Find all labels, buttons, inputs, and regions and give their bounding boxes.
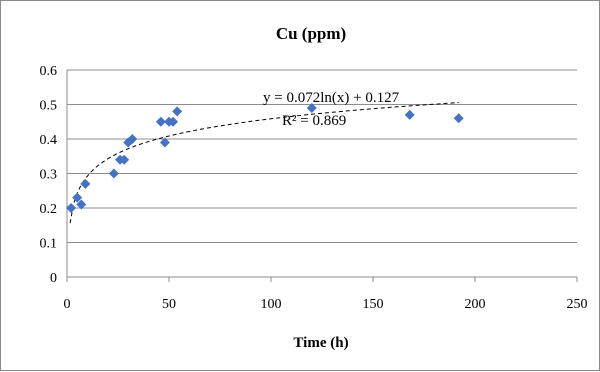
trendline	[69, 102, 459, 224]
x-tick-label: 200	[465, 297, 486, 312]
grid-lines	[67, 69, 577, 243]
x-tick-label: 50	[162, 297, 176, 312]
y-tick-label: 0.3	[40, 168, 58, 183]
data-point	[66, 203, 77, 213]
data-point	[127, 134, 138, 144]
data-point	[404, 109, 415, 120]
data-point	[108, 168, 119, 179]
x-axis-label: Time (h)	[293, 335, 348, 351]
data-point	[155, 116, 166, 127]
y-tick-label: 0	[50, 271, 57, 286]
x-tick-label: 150	[363, 297, 384, 312]
y-tick-label: 0.1	[40, 237, 58, 252]
y-tick-label: 0.2	[40, 202, 58, 217]
x-tick-label: 250	[567, 297, 588, 312]
data-point	[306, 102, 317, 113]
y-tick-label: 0.6	[40, 64, 58, 79]
data-point	[453, 113, 464, 124]
data-point	[168, 116, 179, 127]
trendline-equation: y = 0.072ln(x) + 0.127	[263, 90, 400, 106]
chart-title: Cu (ppm)	[276, 24, 346, 43]
data-point	[72, 192, 83, 203]
data-point	[119, 154, 130, 165]
y-tick-label: 0.5	[40, 99, 58, 114]
data-point	[76, 199, 87, 210]
y-tick-labels: 0 0.1 0.2 0.3 0.4 0.5 0.6	[40, 64, 58, 286]
x-tick-labels: 0 50 100 150 200 250	[64, 297, 588, 312]
axes	[66, 70, 578, 282]
data-point	[80, 178, 91, 189]
data-point	[172, 106, 183, 117]
data-point	[159, 137, 170, 148]
y-tick-label: 0.4	[40, 133, 58, 148]
data-points	[66, 102, 464, 213]
x-tick-label: 0	[64, 297, 71, 312]
x-tick-label: 100	[261, 297, 282, 312]
trendline-r2: R² = 0.869	[282, 113, 346, 129]
